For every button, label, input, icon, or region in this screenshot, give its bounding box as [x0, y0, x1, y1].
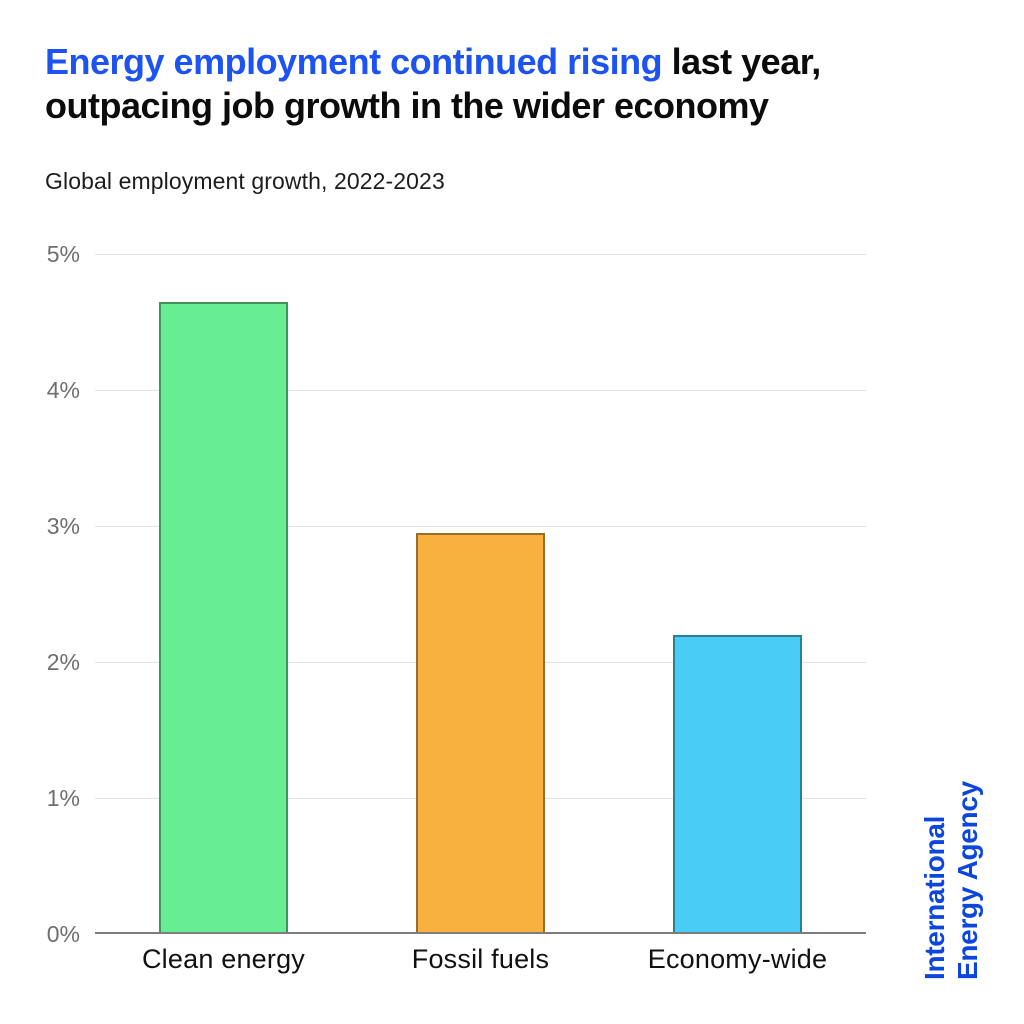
iea-logo: International Energy Agency [918, 780, 984, 980]
iea-logo-line1: International [919, 815, 950, 980]
x-axis-baseline [95, 932, 866, 934]
chart-title: Energy employment continued rising last … [45, 40, 985, 128]
chart-subtitle: Global employment growth, 2022-2023 [45, 168, 445, 194]
x-axis-label: Economy-wide [647, 944, 828, 974]
bar-economy-wide [673, 635, 802, 934]
y-axis-label: 1% [46, 785, 80, 811]
y-axis-label: 0% [46, 921, 80, 947]
y-axis-label: 4% [46, 377, 80, 403]
chart-title-rest: last year, [662, 41, 822, 82]
gridline [95, 526, 866, 527]
plot-area [95, 254, 866, 934]
chart-header: Energy employment continued rising last … [45, 40, 985, 128]
y-axis-label: 3% [46, 513, 80, 539]
iea-logo-line2: Energy Agency [952, 781, 983, 980]
y-axis-label: 5% [46, 241, 80, 267]
x-axis-label: Clean energy [141, 944, 305, 974]
gridline [95, 254, 866, 255]
chart-title-highlight: Energy employment continued rising [45, 41, 663, 82]
x-axis-label: Fossil fuels [411, 944, 550, 974]
gridline [95, 390, 866, 391]
bar-fossil-fuels [416, 533, 545, 934]
chart-title-line2: outpacing job growth in the wider econom… [45, 85, 769, 126]
y-axis-label: 2% [46, 649, 80, 675]
bar-clean-energy [159, 302, 288, 934]
